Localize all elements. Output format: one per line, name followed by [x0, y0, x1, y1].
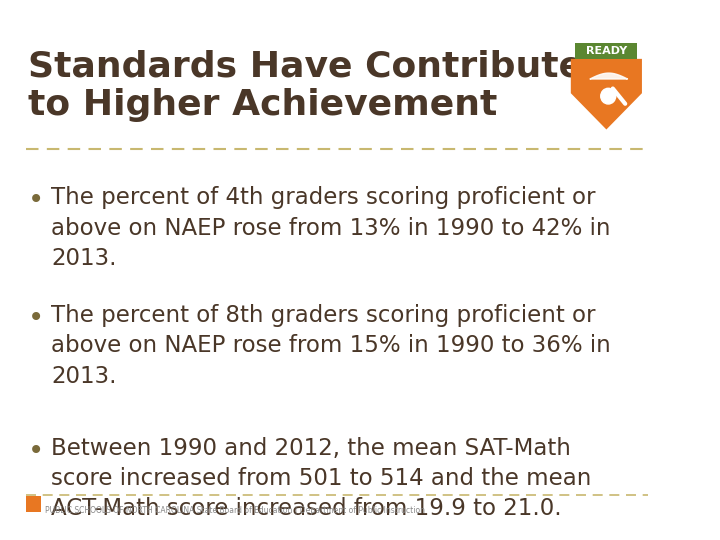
Polygon shape [575, 43, 637, 59]
Text: •: • [28, 186, 45, 214]
Text: •: • [28, 436, 45, 464]
Text: Standards Have Contributed
to Higher Achievement: Standards Have Contributed to Higher Ach… [28, 49, 609, 123]
Bar [26, 496, 41, 512]
Text: The percent of 8th graders scoring proficient or
above on NAEP rose from 15% in : The percent of 8th graders scoring profi… [51, 304, 611, 388]
Text: PUBLIC SCHOOLS OF NORTH CAROLINA State Board of Education | Department of Public: PUBLIC SCHOOLS OF NORTH CAROLINA State B… [45, 506, 425, 515]
Text: •: • [28, 304, 45, 332]
Text: READY: READY [586, 46, 627, 56]
Polygon shape [571, 59, 642, 130]
Text: Between 1990 and 2012, the mean SAT-Math
score increased from 501 to 514 and the: Between 1990 and 2012, the mean SAT-Math… [51, 436, 592, 520]
Text: The percent of 4th graders scoring proficient or
above on NAEP rose from 13% in : The percent of 4th graders scoring profi… [51, 186, 611, 270]
Circle shape [600, 89, 616, 104]
